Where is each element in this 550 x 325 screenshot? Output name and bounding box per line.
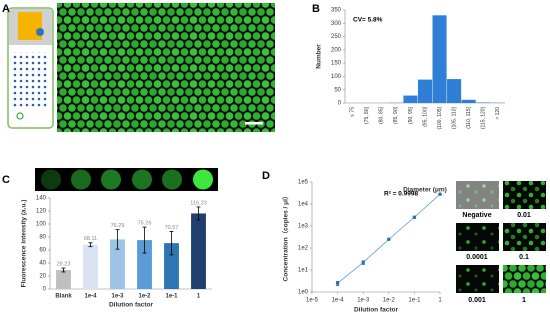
bar: [83, 244, 98, 289]
y-tick-label: 0: [43, 287, 47, 293]
bar: [164, 243, 179, 289]
x-tick-label: (110, 115]: [466, 106, 472, 128]
value-label: 76.29: [111, 223, 125, 229]
x-tick-label: 1e-4: [332, 298, 345, 304]
value-label: 75.26: [138, 221, 152, 227]
y-axis-label: Fluorescence intensity (a.u.): [21, 200, 28, 288]
bar: [447, 79, 462, 103]
x-axis-label: Dilution factor: [354, 307, 399, 314]
y-axis-label: Concentration（copies / μl）: [282, 193, 290, 282]
micrograph: [57, 3, 275, 132]
y-tick-label: 200: [331, 47, 342, 53]
micrograph-label: 0.01: [517, 212, 531, 219]
point: [438, 192, 442, 196]
micrograph-label: 1: [522, 297, 526, 304]
y-tick-label: 1e0: [298, 290, 309, 296]
bar: [191, 213, 206, 289]
y-tick-label: 20: [39, 274, 46, 280]
x-tick-label: 1e-2: [383, 298, 396, 304]
point: [387, 237, 391, 242]
y-tick-label: 0: [338, 101, 342, 107]
bar: [403, 95, 418, 103]
point: [335, 281, 340, 286]
bar: [137, 240, 152, 289]
y-tick-label: 140: [36, 196, 47, 202]
y-tick-label: 250: [331, 34, 342, 40]
scale-bar: [245, 122, 263, 125]
x-tick-label: (105, 110]: [451, 106, 457, 129]
y-tick-label: 120: [36, 209, 47, 215]
micrograph-label: 0.1: [519, 254, 529, 261]
bar: [432, 15, 447, 103]
y-tick-label: 40: [39, 261, 46, 267]
y-tick-label: 1e3: [298, 224, 309, 230]
x-tick-label: 1e-5: [306, 298, 319, 304]
x-tick-label: (80, 85]: [379, 106, 385, 124]
bar: [56, 270, 71, 289]
panel-label: D: [262, 170, 270, 182]
y-tick-label: 50: [334, 87, 341, 93]
x-axis-label: Dilution factor: [109, 302, 154, 309]
x-tick-label: > 120: [495, 107, 501, 120]
point: [412, 215, 417, 220]
y-tick-label: 100: [331, 74, 342, 80]
panel-label: B: [312, 3, 320, 15]
value-label: 29.23: [57, 262, 71, 268]
value-label: 70.57: [165, 225, 179, 231]
y-tick-label: 1e5: [298, 180, 309, 186]
x-tick-label: (85, 90]: [393, 106, 399, 124]
x-tick-label: ≤ 75: [350, 107, 356, 117]
x-tick-label: (115, 120]: [481, 106, 487, 129]
x-tick-label: (90, 95]: [408, 106, 414, 124]
panel-label: C: [2, 174, 10, 186]
x-tick-label: 1e-4: [84, 294, 97, 300]
x-tick-label: 1e-2: [138, 294, 151, 300]
bar: [476, 102, 491, 103]
x-tick-label: 1e-3: [111, 294, 124, 300]
y-tick-label: 100: [36, 222, 47, 228]
micrograph-label: 0.0001: [466, 254, 488, 261]
panel-label: A: [2, 3, 10, 15]
y-tick-label: 350: [331, 8, 342, 14]
x-tick-label: (100, 105]: [437, 106, 443, 129]
x-tick-label: 1: [197, 294, 201, 300]
bar: [417, 79, 433, 103]
x-tick-label: (75, 80]: [364, 106, 370, 124]
annotation: CV= 5.8%: [353, 17, 383, 24]
value-label: 68.11: [84, 236, 97, 242]
micrograph-grid: [456, 181, 546, 293]
x-tick-label: (95, 100]: [422, 106, 428, 126]
droplet-strip: [35, 168, 218, 191]
value-label: 116.23: [190, 200, 206, 206]
annotation: R² = 0.9998: [384, 191, 419, 198]
point: [361, 260, 366, 265]
micrograph-label: Negative: [462, 212, 491, 219]
y-tick-label: 300: [331, 21, 342, 27]
bar: [110, 239, 125, 289]
x-tick-label: 1e-1: [165, 294, 178, 300]
y-tick-label: 60: [39, 248, 46, 254]
y-tick-label: 1e4: [298, 202, 309, 208]
x-tick-label: 1: [438, 298, 442, 304]
y-tick-label: 150: [331, 61, 342, 67]
y-tick-label: 80: [39, 235, 46, 241]
micrograph-label: 0.001: [468, 297, 486, 304]
x-axis-label: Diameter (μm): [403, 187, 447, 194]
y-tick-label: 1e1: [298, 268, 309, 274]
y-tick-label: 1e2: [298, 246, 309, 252]
x-tick-label: Blank: [55, 294, 72, 300]
bar: [461, 99, 476, 103]
y-axis-label: Number: [316, 44, 323, 69]
schematic: [7, 7, 54, 129]
x-tick-label: 1e-1: [408, 298, 421, 304]
x-tick-label: 1e-3: [357, 298, 370, 304]
